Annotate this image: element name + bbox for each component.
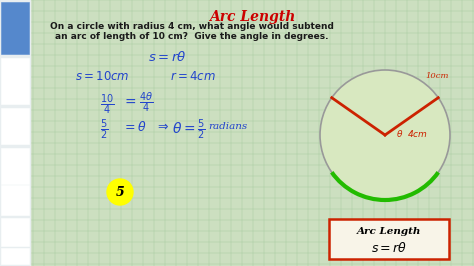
Bar	[1, 218, 29, 246]
Text: radians: radians	[208, 122, 247, 131]
Text: $\Rightarrow$: $\Rightarrow$	[155, 120, 169, 133]
Circle shape	[320, 70, 450, 200]
Bar	[1, 2, 29, 54]
Bar	[1, 148, 29, 184]
Text: $s = r\theta$: $s = r\theta$	[148, 50, 186, 64]
Text: $\theta$  4cm: $\theta$ 4cm	[396, 128, 428, 139]
Text: 10cm: 10cm	[425, 72, 449, 80]
Bar	[0, 0, 30, 266]
Text: $= \theta$: $= \theta$	[122, 120, 147, 134]
Text: On a circle with radius 4 cm, what angle would subtend: On a circle with radius 4 cm, what angle…	[50, 22, 334, 31]
Bar	[1, 108, 29, 144]
Text: Arc Length: Arc Length	[357, 227, 421, 236]
Text: $s = 10cm$: $s = 10cm$	[75, 70, 129, 83]
Text: $\frac{5}{2}$: $\frac{5}{2}$	[100, 118, 108, 142]
Text: an arc of length of 10 cm?  Give the angle in degrees.: an arc of length of 10 cm? Give the angl…	[55, 32, 329, 41]
Text: $s = r\theta$: $s = r\theta$	[371, 241, 407, 255]
Text: Arc Length: Arc Length	[209, 10, 295, 24]
Circle shape	[107, 179, 133, 205]
Text: $\frac{10}{4}$: $\frac{10}{4}$	[100, 93, 114, 117]
Text: 5: 5	[116, 185, 124, 198]
Bar	[1, 248, 29, 264]
Bar	[1, 58, 29, 104]
Text: $= \frac{4\theta}{4}$: $= \frac{4\theta}{4}$	[122, 90, 153, 114]
Bar	[1, 2, 29, 54]
Text: $r = 4cm$: $r = 4cm$	[170, 70, 216, 83]
Bar	[1, 185, 29, 215]
FancyBboxPatch shape	[329, 219, 449, 259]
Text: $\theta = \frac{5}{2}$: $\theta = \frac{5}{2}$	[172, 118, 206, 142]
